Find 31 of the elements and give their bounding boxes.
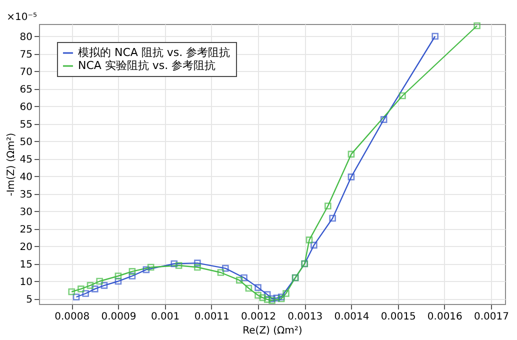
x-tick-label: 0.0017	[474, 312, 510, 322]
x-tick-label: 0.0008	[54, 312, 90, 322]
x-tick-label: 0.0009	[101, 312, 136, 322]
x-tick-label: 0.0011	[194, 312, 230, 322]
y-tick-label: 40	[20, 172, 32, 183]
x-tick-label: 0.0016	[427, 312, 462, 322]
x-tick-label: 0.001	[151, 312, 180, 322]
y-tick-label: 30	[20, 206, 32, 218]
y-tick-label: 75	[20, 49, 32, 60]
x-tick-label: 0.0012	[241, 312, 276, 322]
legend-label: NCA 实验阻抗 vs. 参考阻抗	[78, 59, 216, 72]
y-tick-label: 55	[20, 119, 32, 130]
y-tick-label: 15	[20, 259, 32, 270]
y-tick-label: 50	[20, 136, 32, 148]
y-tick-label: 65	[20, 84, 32, 96]
y-tick-label: 25	[20, 224, 32, 236]
y-tick-label: 5	[26, 294, 32, 306]
y-tick-label: 35	[20, 189, 32, 200]
y-tick-label: 20	[20, 242, 32, 253]
y-tick-label: 60	[20, 102, 32, 113]
y-tick-label: 80	[20, 32, 32, 43]
x-tick-label: 0.0015	[380, 312, 416, 322]
legend-label: 模拟的 NCA 阻抗 vs. 参考阻抗	[78, 46, 230, 59]
y-tick-label: 10	[20, 276, 32, 288]
y-axis-title: -Im(Z) (Ωm²)	[6, 132, 17, 196]
x-axis-title: Re(Z) (Ωm²)	[242, 326, 302, 336]
y-tick-label: 45	[20, 154, 32, 166]
y-tick-label: 70	[20, 66, 32, 78]
text: ×10⁻⁵	[6, 12, 37, 23]
x-tick-label: 0.0014	[334, 312, 370, 322]
x-tick-label: 0.0013	[288, 312, 323, 322]
